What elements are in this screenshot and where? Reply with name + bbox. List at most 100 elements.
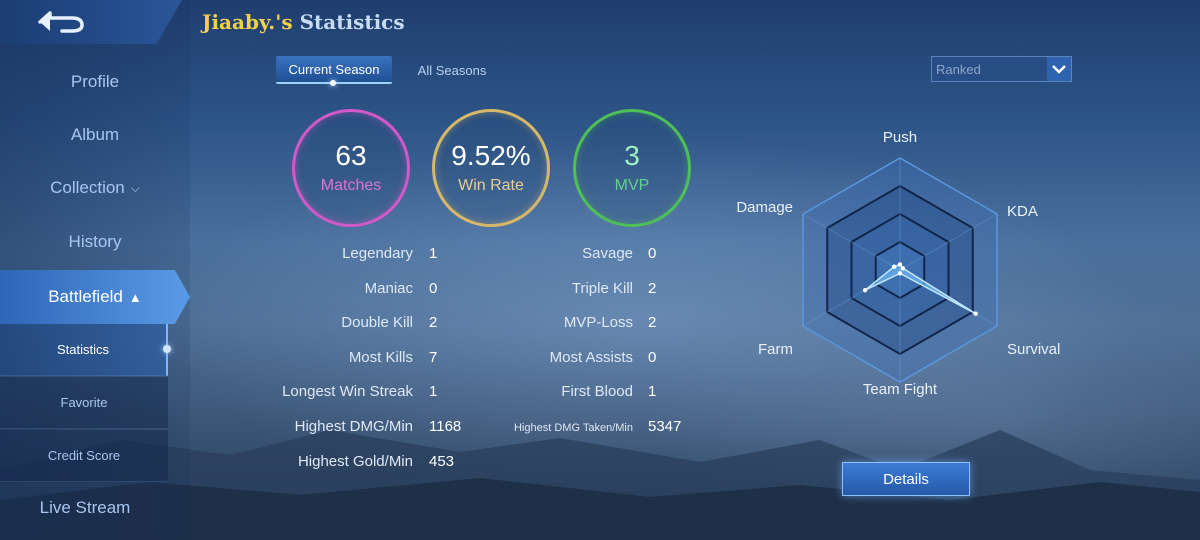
mvp-circle: 3 MVP [573, 109, 691, 227]
stat-label: Maniac [364, 280, 413, 297]
chevron-up-icon: ▲ [128, 289, 142, 305]
mvp-value: 3 [624, 139, 640, 171]
stat-value: 1 [648, 383, 657, 400]
tab-current-season[interactable]: Current Season [276, 56, 392, 86]
stat-value: 0 [648, 245, 657, 262]
stat-row: Most Assists 0 [0, 349, 1200, 369]
tab-all-seasons[interactable]: All Seasons [404, 56, 500, 84]
matches-value: 63 [335, 139, 367, 171]
stat-label: Triple Kill [571, 280, 633, 297]
winrate-label: Win Rate [458, 177, 524, 195]
winrate-circle: 9.52% Win Rate [432, 109, 550, 227]
stat-label: Highest Gold/Min [297, 453, 413, 470]
subnav-item-label: Statistics [56, 342, 109, 357]
stat-value: 2 [429, 314, 438, 331]
sidebar-item-battlefield[interactable]: Battlefield ▲ [0, 270, 190, 324]
subnav-item-favorite[interactable]: Favorite [0, 377, 168, 429]
stat-row: Highest Gold/Min 453 [0, 453, 1200, 473]
sidebar: Profile Album Collection ⌵ History Battle… [0, 0, 190, 540]
radar-point [862, 287, 868, 293]
stat-row: Maniac 0 [0, 280, 1200, 300]
matches-label: Matches [320, 177, 382, 195]
sidebar-item-live-stream[interactable]: Live Stream [0, 498, 190, 518]
mode-dropdown-value: Ranked [936, 61, 981, 77]
radar-axis-label: Damage [736, 199, 794, 216]
radar-axis-line [899, 213, 998, 271]
active-tab-indicator [330, 80, 336, 86]
radar-axis-label: KDA [1006, 203, 1038, 220]
performance-radar-chart [802, 157, 998, 383]
mvp-label: MVP [614, 177, 650, 195]
winrate-value: 9.52% [451, 139, 531, 171]
radar-point [891, 264, 897, 269]
radar-point [897, 271, 903, 276]
sidebar-item-label: Profile [70, 72, 120, 91]
stat-value: 0 [429, 280, 438, 297]
radar-axis-line [802, 213, 901, 271]
stat-label: Most Assists [549, 349, 633, 366]
stat-value: 0 [648, 349, 657, 366]
page-title-text: Statistics [299, 10, 405, 34]
radar-axis-label: Farm [758, 341, 794, 358]
back-arrow-icon [38, 11, 84, 33]
back-button[interactable] [0, 0, 182, 44]
stat-row: Triple Kill 2 [0, 280, 1200, 300]
stat-value: 7 [429, 349, 438, 366]
radar-point [973, 311, 978, 316]
sidebar-item-collection[interactable]: Collection ⌵ [0, 178, 190, 198]
stat-row: Highest DMG Taken/Min 5347 [0, 418, 1200, 438]
chevron-down-icon[interactable] [1047, 57, 1071, 81]
radar-axis-label: Team Fight [862, 381, 938, 398]
stat-row: Legendary 1 [0, 245, 1200, 265]
chevron-down-icon: ⌵ [130, 181, 140, 196]
details-button[interactable]: Details [842, 462, 970, 496]
tab-label: All Seasons [417, 62, 487, 78]
stat-row: Longest Win Streak 1 [0, 383, 1200, 403]
stat-row: Highest DMG/Min 1168 [0, 418, 1200, 438]
stat-row: First Blood 1 [0, 383, 1200, 403]
sidebar-item-label: Album [70, 125, 120, 144]
stat-value: 2 [648, 280, 657, 297]
player-name: Jiaaby.'s [202, 10, 293, 34]
stat-label: Most Kills [348, 349, 413, 366]
stat-label: Longest Win Streak [282, 383, 413, 400]
radar-axis-label: Survival [1006, 341, 1061, 358]
stat-value: 1 [429, 245, 438, 262]
subnav-item-label: Credit Score [47, 448, 121, 463]
stat-label: MVP-Loss [563, 314, 633, 331]
stat-row: Most Kills 7 [0, 349, 1200, 369]
stat-label: Savage [582, 245, 633, 262]
stat-row: Double Kill 2 [0, 314, 1200, 334]
radar-axis-label: Push [882, 129, 918, 146]
stat-label: Legendary [342, 245, 413, 262]
mode-dropdown[interactable]: Ranked [931, 56, 1072, 82]
stat-value: 1 [429, 383, 438, 400]
page-title: Jiaaby.'s Statistics [202, 10, 405, 34]
sidebar-item-label: History [68, 232, 122, 251]
matches-circle: 63 Matches [292, 109, 410, 227]
sidebar-item-label: Live Stream [39, 498, 131, 517]
tab-label: Current Season [288, 61, 380, 77]
stat-value: 453 [429, 453, 455, 470]
sidebar-item-history[interactable]: History [0, 232, 190, 252]
stat-label: Highest DMG/Min [294, 418, 413, 435]
sidebar-item-label: Collection [50, 178, 125, 197]
sidebar-item-album[interactable]: Album [0, 125, 190, 145]
radar-point [897, 262, 903, 267]
sidebar-item-profile[interactable]: Profile [0, 72, 190, 92]
selected-indicator-dot [163, 345, 171, 353]
radar-point [900, 266, 906, 271]
subnav-item-credit-score[interactable]: Credit Score [0, 430, 168, 482]
stat-value: 2 [648, 314, 657, 331]
stat-value: 1168 [429, 418, 462, 435]
stat-label: First Blood [561, 383, 633, 400]
stat-label: Double Kill [341, 314, 413, 331]
stat-value: 5347 [648, 418, 682, 435]
details-button-label: Details [883, 470, 929, 488]
subnav-item-statistics[interactable]: Statistics [0, 324, 171, 376]
subnav-item-label: Favorite [60, 395, 108, 410]
stat-label: Highest DMG Taken/Min [513, 422, 633, 434]
stat-row: MVP-Loss 2 [0, 314, 1200, 334]
sidebar-item-label: Battlefield [48, 287, 123, 306]
stat-row: Savage 0 [0, 245, 1200, 265]
